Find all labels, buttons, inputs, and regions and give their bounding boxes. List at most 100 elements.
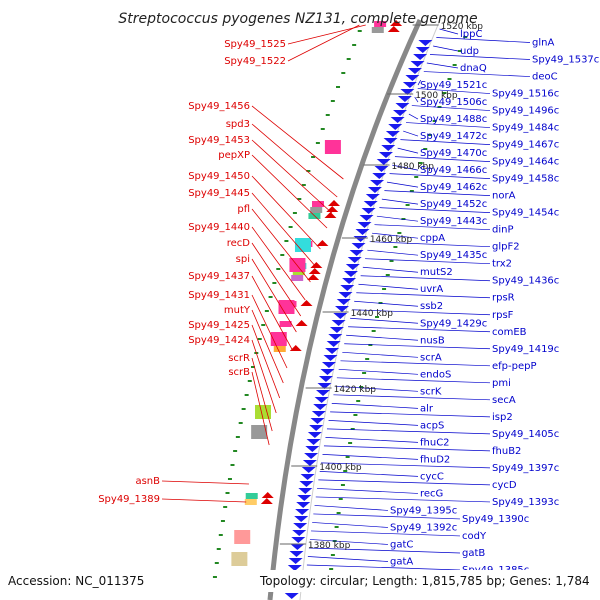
gene-label-reverse: Spy49_1462c bbox=[420, 182, 487, 193]
leader-line bbox=[340, 360, 491, 367]
reverse-gene-arrow bbox=[349, 250, 364, 256]
leader-line bbox=[376, 215, 419, 222]
gene-label-reverse: dinP bbox=[492, 225, 514, 236]
reverse-gene-arrow bbox=[374, 166, 389, 172]
reverse-gene-arrow bbox=[294, 516, 309, 522]
reverse-gene-arrow bbox=[323, 355, 338, 361]
gene-label-reverse: cppA bbox=[420, 233, 445, 244]
leader-line bbox=[326, 428, 491, 435]
gene-label-reverse: dnaQ bbox=[460, 63, 487, 74]
leader-line bbox=[251, 105, 344, 180]
gc-dot bbox=[356, 400, 361, 402]
reverse-gene-arrow bbox=[351, 243, 366, 249]
gene-label-reverse: codY bbox=[462, 531, 487, 542]
forward-gene-arrow bbox=[295, 320, 308, 326]
gene-label-reverse: uvrA bbox=[420, 284, 443, 295]
gene-label-reverse: norA bbox=[492, 191, 516, 202]
gc-dot bbox=[330, 554, 335, 556]
reverse-gene-arrow bbox=[287, 565, 302, 571]
gene-category-block bbox=[291, 275, 304, 281]
gene-label-reverse: Spy49_1395c bbox=[390, 505, 457, 516]
gc-dot bbox=[288, 226, 293, 228]
leader-line bbox=[251, 242, 302, 317]
gc-dot bbox=[276, 268, 281, 270]
gene-label-reverse: gatC bbox=[390, 539, 413, 550]
gc-dot bbox=[350, 428, 355, 430]
reverse-gene-arrow bbox=[316, 390, 331, 396]
gc-dot bbox=[447, 78, 452, 80]
kbp-ruler: 1520 kbp 1500 kbp 1480 kbp 1460 kbp 1440 kbp… bbox=[279, 22, 483, 551]
gene-label-reverse: efp-pepP bbox=[492, 361, 537, 372]
gc-dot bbox=[365, 358, 370, 360]
gc-dot bbox=[348, 442, 353, 444]
gc-dot bbox=[225, 492, 230, 494]
reverse-gene-arrow bbox=[390, 117, 405, 123]
reverse-gene-arrow bbox=[329, 327, 344, 333]
leader-line bbox=[317, 488, 419, 494]
forward-gene-arrow bbox=[260, 498, 273, 504]
gene-label-reverse: gatB bbox=[462, 548, 485, 559]
reverse-gene-arrow bbox=[328, 334, 343, 340]
leader-line bbox=[406, 122, 491, 128]
ruler-label: 1400 kbp bbox=[319, 463, 362, 473]
gene-block bbox=[289, 258, 306, 272]
gene-label-reverse: Spy49_1496c bbox=[492, 106, 559, 117]
gene-label-reverse: scrA bbox=[420, 352, 442, 363]
leader-line bbox=[342, 351, 419, 358]
gc-dot bbox=[284, 240, 289, 242]
leader-line bbox=[436, 37, 531, 43]
gc-dot bbox=[330, 100, 335, 102]
ruler-label: 1480 kbp bbox=[392, 162, 435, 172]
leader-line bbox=[313, 513, 461, 520]
feature-tracks bbox=[231, 20, 433, 599]
gene-category-block bbox=[374, 21, 387, 27]
reverse-gene-arrow bbox=[372, 173, 387, 179]
gene-block bbox=[324, 140, 341, 154]
gc-dot bbox=[261, 324, 266, 326]
ruler-label: 1380 kbp bbox=[308, 541, 351, 551]
leader-line bbox=[251, 208, 311, 283]
gene-label-forward: Spy49_1453 bbox=[188, 135, 250, 146]
leader-line bbox=[400, 139, 491, 145]
map-title: Streptococcus pyogenes NZ131, complete g… bbox=[118, 11, 477, 27]
leader-line bbox=[308, 547, 461, 554]
gene-label-reverse: Spy49_1452c bbox=[420, 199, 487, 210]
gc-dot bbox=[280, 254, 285, 256]
accession-text: Accession: NC_011375 bbox=[8, 574, 144, 588]
leader-line bbox=[287, 24, 360, 62]
leader-line bbox=[251, 192, 316, 267]
gene-label-forward: scrB bbox=[228, 367, 250, 378]
gene-label-reverse: fhuC2 bbox=[420, 437, 450, 448]
forward-gene-arrow bbox=[328, 200, 340, 206]
gc-dot bbox=[371, 330, 376, 332]
leader-line bbox=[319, 471, 419, 477]
leader-line bbox=[315, 496, 491, 503]
reverse-gene-arrow bbox=[395, 103, 410, 109]
leader-line bbox=[344, 343, 491, 350]
gene-label-reverse: Spy49_1488c bbox=[420, 114, 487, 125]
reverse-gene-arrow bbox=[310, 418, 325, 424]
gc-dot bbox=[401, 218, 406, 220]
gc-dot bbox=[389, 260, 394, 262]
gene-label-reverse: rpsR bbox=[492, 293, 515, 304]
gene-label-forward: pepXP bbox=[218, 150, 250, 161]
gene-category-block bbox=[273, 346, 286, 352]
gene-label-reverse: Spy49_1470c bbox=[420, 148, 487, 159]
leader-line bbox=[439, 28, 459, 35]
reverse-gene-arrow bbox=[381, 145, 396, 151]
leader-line bbox=[251, 154, 328, 229]
gene-label-forward: Spy49_1437 bbox=[188, 271, 250, 282]
leader-line bbox=[356, 292, 491, 299]
leader-line bbox=[161, 498, 247, 503]
leader-line bbox=[251, 371, 270, 446]
gc-dot bbox=[311, 156, 316, 158]
gc-dot bbox=[357, 30, 362, 32]
gene-label-forward: Spy49_1431 bbox=[188, 290, 250, 301]
forward-gene-arrow bbox=[316, 240, 329, 246]
leader-line bbox=[328, 420, 419, 426]
gene-label-forward: spi bbox=[236, 254, 250, 265]
gc-dot bbox=[343, 470, 348, 472]
reverse-gene-arrow bbox=[342, 278, 357, 284]
gc-dot bbox=[306, 170, 311, 172]
